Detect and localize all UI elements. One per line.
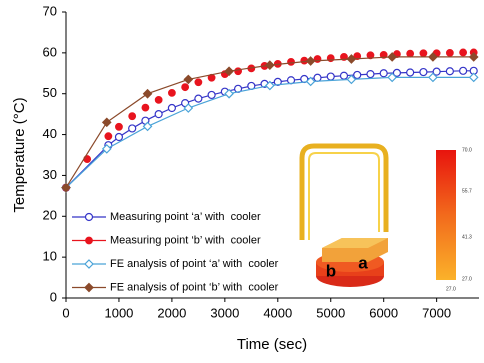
legend-marker	[86, 237, 93, 244]
marker	[367, 71, 374, 78]
legend-label: FE analysis of point ‘a’ with cooler	[110, 258, 279, 270]
legend-marker	[85, 284, 93, 292]
marker	[208, 91, 215, 98]
marker	[168, 105, 175, 112]
x-tick-label: 4000	[263, 305, 292, 320]
chart: b a 70.0 55.7 41.3 27.0 27.0 Temperature…	[0, 0, 484, 358]
series	[62, 73, 478, 191]
y-tick-label: 30	[43, 167, 57, 182]
legend-marker	[86, 214, 93, 221]
legend-label: Measuring point ‘a’ with cooler	[110, 211, 261, 223]
marker	[169, 90, 176, 97]
pipe-highlight	[309, 153, 379, 240]
marker	[195, 79, 202, 86]
series	[63, 49, 477, 191]
legend-label: Measuring point ‘b’ with cooler	[110, 234, 261, 246]
colorbar	[436, 150, 456, 280]
series-line	[66, 57, 474, 188]
marker	[142, 104, 149, 111]
series	[62, 53, 478, 192]
marker	[288, 59, 295, 66]
marker	[155, 97, 162, 104]
marker	[460, 49, 467, 56]
marker	[307, 57, 315, 65]
colorbar-label: 41.3	[462, 234, 472, 240]
point-label: a	[358, 253, 368, 272]
marker	[420, 50, 427, 57]
x-tick-label: 2000	[157, 305, 186, 320]
y-tick-label: 40	[43, 126, 57, 141]
marker	[116, 124, 123, 131]
marker	[460, 67, 467, 74]
marker	[420, 69, 427, 76]
marker	[446, 68, 453, 75]
marker	[380, 70, 387, 77]
marker	[105, 133, 112, 140]
marker	[155, 111, 162, 118]
marker	[470, 73, 478, 81]
x-tick-label: 6000	[369, 305, 398, 320]
marker	[129, 125, 136, 132]
point-label: b	[326, 261, 336, 280]
marker	[184, 75, 192, 83]
colorbar-label: 55.7	[462, 188, 472, 194]
legend: Measuring point ‘a’ with cooler Measuring…	[72, 211, 279, 294]
colorbar-label: 27.0	[462, 276, 472, 282]
x-tick-label: 0	[62, 305, 69, 320]
y-tick-label: 0	[50, 289, 57, 304]
marker	[103, 118, 111, 126]
marker	[144, 90, 152, 98]
marker	[314, 74, 321, 81]
marker	[340, 72, 347, 79]
x-tick-label: 7000	[422, 305, 451, 320]
x-tick-label: 3000	[210, 305, 239, 320]
marker	[407, 69, 414, 76]
inset-model: b a 70.0 55.7 41.3 27.0 27.0	[302, 146, 472, 292]
y-tick-label: 50	[43, 85, 57, 100]
marker	[354, 71, 361, 78]
y-tick-label: 60	[43, 44, 57, 59]
colorbar-min: 27.0	[446, 286, 456, 292]
marker	[327, 73, 334, 80]
marker	[447, 50, 454, 57]
x-tick-label: 1000	[104, 305, 133, 320]
marker	[182, 84, 189, 91]
x-tick-label: 5000	[316, 305, 345, 320]
pipe	[302, 146, 386, 240]
legend-marker	[85, 260, 93, 268]
y-tick-label: 20	[43, 208, 57, 223]
marker	[407, 50, 414, 57]
marker	[195, 95, 202, 102]
legend-label: FE analysis of point ‘b’ with cooler	[110, 281, 279, 293]
marker	[129, 113, 136, 120]
series-line	[66, 77, 474, 187]
colorbar-label: 70.0	[462, 147, 472, 153]
x-axis-title: Time (sec)	[237, 336, 307, 353]
y-tick-label: 10	[43, 249, 57, 264]
y-tick-label: 70	[43, 3, 57, 18]
y-axis-title: Temperature (°C)	[11, 97, 28, 212]
marker	[115, 134, 122, 141]
